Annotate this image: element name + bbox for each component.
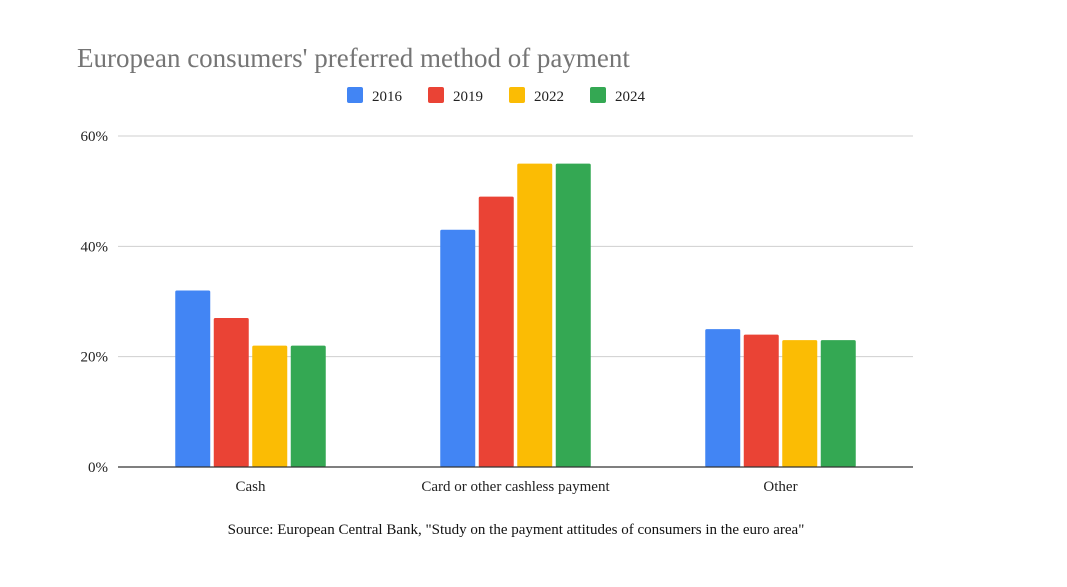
legend-label-2022: 2022 <box>534 89 564 105</box>
bar-2016-0 <box>175 290 211 467</box>
source-note: Source: European Central Bank, "Study on… <box>228 522 805 538</box>
y-tick-label: 40% <box>81 239 109 255</box>
bar-2016-2 <box>705 329 741 467</box>
bar-2016-1 <box>440 229 476 467</box>
y-tick-label: 60% <box>81 129 109 145</box>
bar-2022-1 <box>517 163 553 468</box>
bar-2024-0 <box>290 345 326 467</box>
legend-swatch-2019 <box>428 87 444 103</box>
grid <box>118 135 913 358</box>
bar-2019-1 <box>478 196 514 467</box>
y-axis-ticks: 0% 20% 40% 60% <box>81 129 109 476</box>
y-tick-label: 20% <box>81 350 109 366</box>
legend-swatch-2022 <box>509 87 525 103</box>
bar-2019-2 <box>743 334 779 467</box>
legend-swatch-2024 <box>590 87 606 103</box>
x-category-label: Cash <box>236 479 267 495</box>
legend: 2016 2019 2022 2024 <box>347 87 646 105</box>
bar-2024-2 <box>820 340 856 467</box>
bars <box>175 163 856 468</box>
legend-swatch-2016 <box>347 87 363 103</box>
x-category-label: Other <box>763 479 797 495</box>
bar-2024-1 <box>555 163 591 468</box>
legend-label-2016: 2016 <box>372 89 403 105</box>
bar-2019-0 <box>213 318 249 467</box>
x-axis-categories: Cash Card or other cashless payment Other <box>236 479 798 495</box>
legend-label-2024: 2024 <box>615 89 646 105</box>
y-tick-label: 0% <box>88 460 108 476</box>
legend-label-2019: 2019 <box>453 89 483 105</box>
x-category-label: Card or other cashless payment <box>421 479 610 495</box>
bar-2022-0 <box>252 345 288 467</box>
chart-title: European consumers' preferred method of … <box>77 43 630 73</box>
bar-2022-2 <box>782 340 818 467</box>
